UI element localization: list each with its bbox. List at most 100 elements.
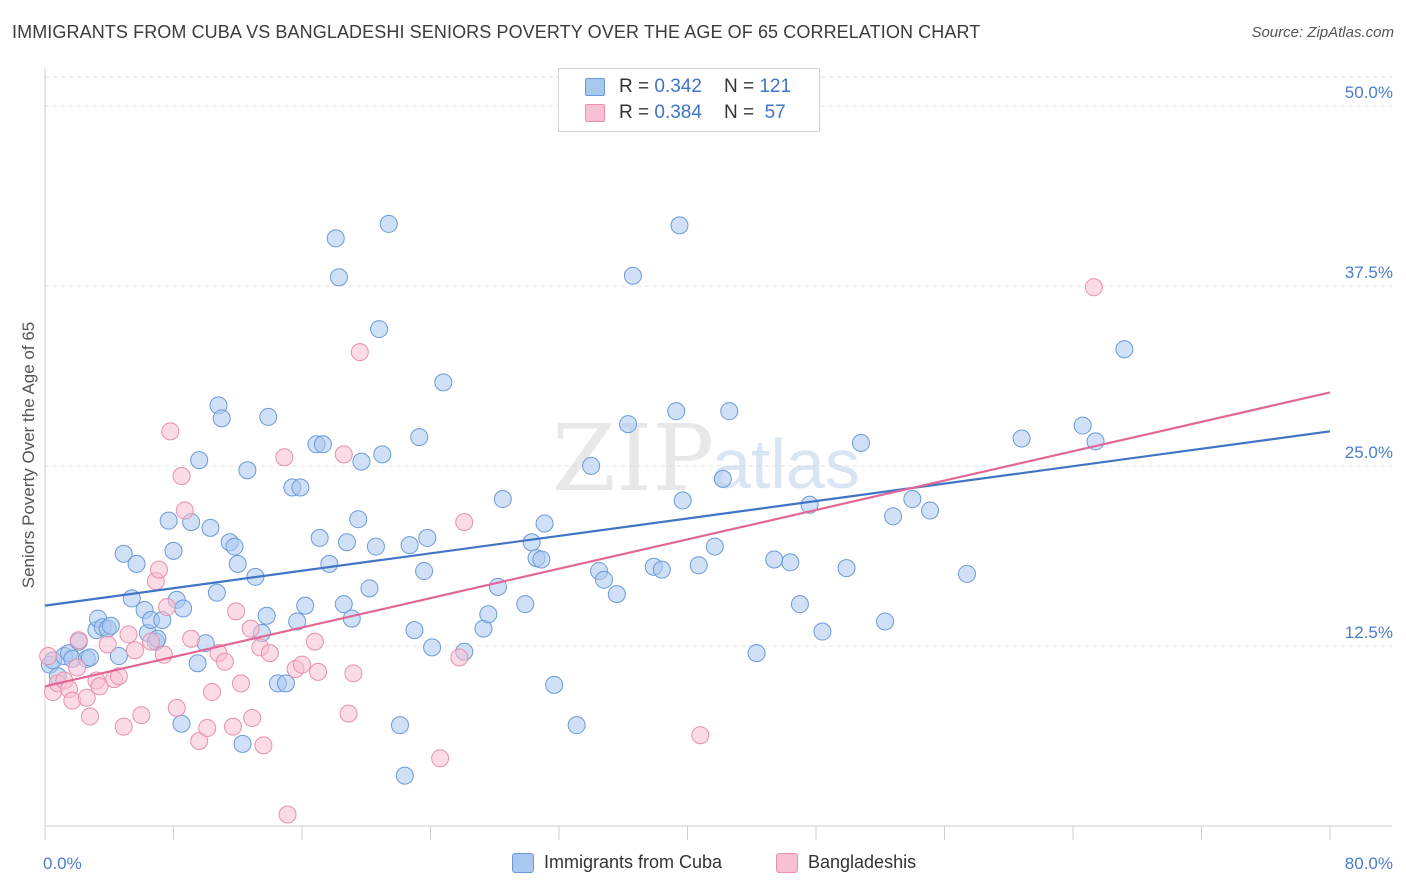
- data-point-cuba: [1012, 429, 1031, 448]
- watermark: ZIP atlas: [552, 405, 860, 512]
- chart-source: Source: ZipAtlas.com: [1251, 24, 1394, 41]
- data-point-bangladeshis: [227, 602, 246, 621]
- data-point-cuba: [423, 638, 442, 657]
- data-point-bangladeshis: [431, 749, 450, 768]
- data-point-bangladeshis: [161, 422, 180, 441]
- data-point-cuba: [720, 402, 739, 421]
- data-point-cuba: [434, 373, 453, 392]
- data-point-cuba: [582, 456, 601, 475]
- data-point-bangladeshis: [305, 632, 324, 651]
- data-point-cuba: [291, 478, 310, 497]
- chart-title: IMMIGRANTS FROM CUBA VS BANGLADESHI SENI…: [12, 22, 981, 42]
- data-point-cuba: [174, 599, 193, 618]
- data-point-cuba: [390, 716, 409, 735]
- data-point-cuba: [190, 451, 209, 470]
- data-point-bangladeshis: [223, 717, 242, 736]
- legend-r-value: 0.342: [654, 76, 702, 97]
- data-point-cuba: [164, 541, 183, 560]
- data-point-bangladeshis: [254, 736, 273, 755]
- data-point-bangladeshis: [132, 706, 151, 725]
- data-point-cuba: [535, 514, 554, 533]
- data-point-bangladeshis: [142, 632, 161, 651]
- data-point-bangladeshis: [77, 688, 96, 707]
- data-point-bangladeshis: [39, 647, 58, 666]
- legend-r-label: R =: [619, 76, 650, 97]
- data-point-cuba: [670, 216, 689, 235]
- data-point-cuba: [837, 559, 856, 578]
- data-point-cuba: [349, 510, 368, 529]
- data-point-bangladeshis: [80, 707, 99, 726]
- y-tick-label: 50.0%: [1345, 83, 1393, 102]
- data-point-cuba: [594, 570, 613, 589]
- data-point-bangladeshis: [69, 631, 88, 650]
- axes: [44, 68, 1392, 840]
- legend-n-label: N =: [723, 102, 755, 123]
- legend-n-value: 57: [764, 102, 786, 123]
- data-point-cuba: [1115, 340, 1134, 359]
- data-point-bangladeshis: [175, 501, 194, 520]
- data-point-cuba: [127, 554, 146, 573]
- data-point-cuba: [114, 544, 133, 563]
- data-point-cuba: [320, 554, 339, 573]
- x-tick-label: 80.0%: [1345, 854, 1393, 873]
- data-point-cuba: [921, 501, 940, 520]
- bottom-legend-bangladeshis: Bangladeshis: [776, 852, 916, 873]
- data-point-bangladeshis: [344, 664, 363, 683]
- data-point-bangladeshis: [275, 448, 294, 467]
- data-point-cuba: [957, 564, 976, 583]
- data-point-cuba: [207, 583, 226, 602]
- data-point-cuba: [479, 605, 498, 624]
- trend-lines: [44, 391, 1331, 688]
- data-point-bangladeshis: [293, 655, 311, 674]
- data-point-cuba: [101, 616, 120, 635]
- data-point-cuba: [310, 528, 329, 547]
- series-bangladeshis-points: [39, 278, 1103, 824]
- data-point-cuba: [851, 433, 870, 452]
- data-point-cuba: [379, 214, 398, 233]
- data-point-bangladeshis: [150, 560, 169, 579]
- legend-r-label: R =: [619, 102, 650, 123]
- data-point-cuba: [747, 644, 766, 663]
- legend-n-label: N =: [723, 76, 755, 97]
- bottom-legend-swatch-bangladeshis: [776, 852, 798, 873]
- data-point-bangladeshis: [350, 343, 369, 362]
- data-point-bangladeshis: [243, 708, 262, 727]
- data-point-cuba: [80, 648, 99, 667]
- data-point-cuba: [212, 409, 231, 428]
- data-point-cuba: [257, 606, 276, 625]
- correlation-legend: R = 0.342 N = 121 R = 0.384 N = 57: [558, 68, 820, 132]
- data-point-cuba: [705, 537, 724, 556]
- data-point-cuba: [188, 654, 207, 673]
- data-point-cuba: [713, 469, 732, 488]
- data-point-bangladeshis: [167, 698, 186, 717]
- data-point-bangladeshis: [190, 732, 209, 751]
- bottom-legend-label-cuba: Immigrants from Cuba: [544, 852, 723, 872]
- data-point-bangladeshis: [450, 648, 469, 667]
- data-point-cuba: [522, 533, 541, 552]
- y-tick-label: 37.5%: [1345, 263, 1393, 282]
- data-point-bangladeshis: [691, 726, 710, 745]
- data-point-bangladeshis: [215, 652, 234, 671]
- data-point-cuba: [352, 452, 371, 471]
- data-point-cuba: [400, 536, 419, 555]
- data-point-bangladeshis: [68, 658, 87, 677]
- data-point-bangladeshis: [203, 683, 222, 702]
- data-point-cuba: [903, 490, 922, 509]
- data-point-bangladeshis: [198, 719, 217, 738]
- data-point-bangladeshis: [241, 619, 260, 638]
- data-point-cuba: [366, 537, 385, 556]
- watermark-atlas: atlas: [712, 425, 860, 503]
- data-point-cuba: [313, 435, 332, 454]
- data-point-cuba: [765, 550, 784, 569]
- data-point-bangladeshis: [109, 667, 128, 686]
- data-point-cuba: [109, 647, 128, 666]
- data-point-bangladeshis: [1084, 278, 1103, 297]
- data-point-bangladeshis: [119, 625, 138, 644]
- data-point-cuba: [673, 491, 692, 510]
- legend-r-value: 0.384: [654, 102, 702, 123]
- gridlines: [45, 76, 1392, 647]
- data-point-bangladeshis: [182, 629, 201, 648]
- data-point-bangladeshis: [260, 644, 279, 663]
- data-point-bangladeshis: [98, 635, 117, 654]
